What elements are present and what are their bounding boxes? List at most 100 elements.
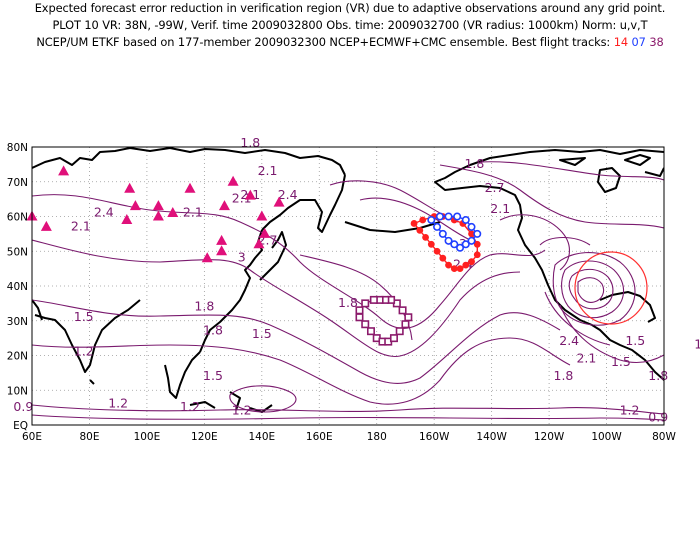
lat-tick-label: 70N bbox=[7, 177, 28, 189]
track-07-marker bbox=[461, 215, 470, 224]
contour-value-label: 2.1 bbox=[576, 350, 596, 365]
lon-tick-label: 140E bbox=[248, 431, 275, 443]
track-38-marker bbox=[404, 313, 413, 322]
coastline bbox=[644, 167, 664, 177]
track-07-marker bbox=[433, 222, 442, 231]
track-07-marker bbox=[453, 212, 462, 221]
contour-value-label: 1.2 bbox=[620, 403, 640, 418]
track-07-marker bbox=[450, 240, 459, 249]
track-14-marker bbox=[419, 216, 427, 224]
lat-tick-label: 20N bbox=[7, 351, 28, 363]
contour-line bbox=[359, 197, 471, 241]
track-38-marker bbox=[361, 299, 370, 308]
coastline bbox=[32, 147, 346, 176]
track-07-marker bbox=[444, 212, 453, 221]
lat-tick-label: 30N bbox=[7, 316, 28, 328]
contour-value-label: 1.8 bbox=[464, 156, 484, 171]
lon-tick-label: 120E bbox=[191, 431, 218, 443]
header-title-line: Expected forecast error reduction in ver… bbox=[34, 1, 666, 15]
contour-value-label: 2.1 bbox=[183, 205, 203, 220]
track-38-marker bbox=[366, 327, 375, 336]
coastline bbox=[261, 174, 346, 233]
lon-tick-label: 60E bbox=[22, 431, 42, 443]
contour-value-label: 1.5 bbox=[694, 337, 700, 352]
track-07-marker bbox=[435, 212, 444, 221]
contour-value-label: 1.8 bbox=[194, 298, 214, 313]
contour-value-label: 0.9 bbox=[648, 410, 668, 425]
observation-triangle bbox=[124, 182, 136, 193]
observation-triangle bbox=[216, 234, 228, 245]
contour-line bbox=[32, 239, 521, 358]
observation-triangle bbox=[58, 165, 70, 176]
lat-tick-label: 10N bbox=[7, 385, 28, 397]
contour-value-label: 1.2 bbox=[108, 396, 128, 411]
observation-triangle bbox=[253, 238, 265, 249]
observation-triangle bbox=[256, 210, 268, 221]
contour-line bbox=[32, 194, 546, 329]
contour-line bbox=[479, 161, 664, 181]
observation-triangle bbox=[244, 189, 256, 200]
observation-triangle bbox=[227, 175, 239, 186]
coastline bbox=[599, 291, 656, 323]
lon-tick-label: 100E bbox=[134, 431, 161, 443]
coastline bbox=[434, 164, 593, 326]
coastline bbox=[189, 401, 216, 409]
track-label-red: 14 bbox=[613, 35, 628, 49]
contour-line bbox=[544, 291, 611, 346]
contour-value-label: 2.1 bbox=[490, 201, 510, 216]
track-label-purple: 38 bbox=[649, 35, 664, 49]
observation-triangle bbox=[259, 227, 271, 238]
coastline bbox=[624, 154, 651, 166]
contour-line bbox=[499, 214, 570, 271]
contour-value-label: 2.1 bbox=[232, 191, 252, 206]
coastline bbox=[259, 231, 287, 281]
track-38-marker bbox=[361, 320, 370, 329]
verification-region-circle bbox=[574, 251, 648, 325]
track-14-marker bbox=[468, 258, 475, 266]
lat-tick-label: 60N bbox=[7, 212, 28, 224]
coastline bbox=[344, 221, 441, 233]
track-14-marker bbox=[462, 261, 470, 269]
header-ensemble-line: NCEP/UM ETKF based on 177-member 2009032… bbox=[0, 35, 700, 49]
header-plot-info-line: PLOT 10 VR: 38N, -99W, Verif. time 20090… bbox=[52, 18, 648, 32]
track-38-marker bbox=[355, 306, 364, 315]
lon-tick-label: 160E bbox=[306, 431, 333, 443]
track-label-blue: 07 bbox=[631, 35, 646, 49]
track-38-marker bbox=[401, 320, 410, 329]
contour-line bbox=[568, 268, 614, 310]
contour-value-label: 2.1 bbox=[71, 218, 91, 233]
contour-line bbox=[539, 236, 591, 246]
contour-line bbox=[32, 414, 664, 421]
track-14-marker bbox=[468, 230, 475, 238]
contour-line bbox=[32, 404, 664, 415]
track-14-marker bbox=[473, 251, 481, 259]
observation-triangle bbox=[152, 200, 164, 211]
lon-tick-label: 80E bbox=[79, 431, 99, 443]
track-14-marker bbox=[416, 227, 424, 234]
observation-triangle bbox=[167, 207, 179, 218]
track-14-marker bbox=[410, 220, 418, 227]
coastline bbox=[199, 229, 263, 353]
coastline bbox=[89, 379, 95, 385]
contour-lines bbox=[32, 161, 664, 421]
lat-tick-label: 50N bbox=[7, 246, 28, 258]
contour-value-label: 0.9 bbox=[13, 399, 33, 414]
contour-value-label: 1.8 bbox=[203, 323, 223, 338]
contour-value-label: 2.4 bbox=[559, 333, 579, 348]
lon-tick-label: 120W bbox=[534, 431, 565, 443]
coastline bbox=[597, 167, 621, 193]
lat-tick-label: 40N bbox=[7, 281, 28, 293]
coastline bbox=[559, 157, 586, 166]
track-14-marker bbox=[422, 233, 429, 241]
observation-triangle bbox=[218, 200, 230, 211]
contour-value-label: 1.2 bbox=[74, 344, 94, 359]
track-07-marker bbox=[456, 243, 465, 252]
lon-tick-label: 100W bbox=[591, 431, 622, 443]
track-14-marker bbox=[439, 254, 447, 262]
lon-tick-label: 140W bbox=[476, 431, 507, 443]
coastline bbox=[591, 324, 664, 381]
observation-triangle bbox=[184, 182, 196, 193]
track-07-marker bbox=[461, 240, 470, 249]
